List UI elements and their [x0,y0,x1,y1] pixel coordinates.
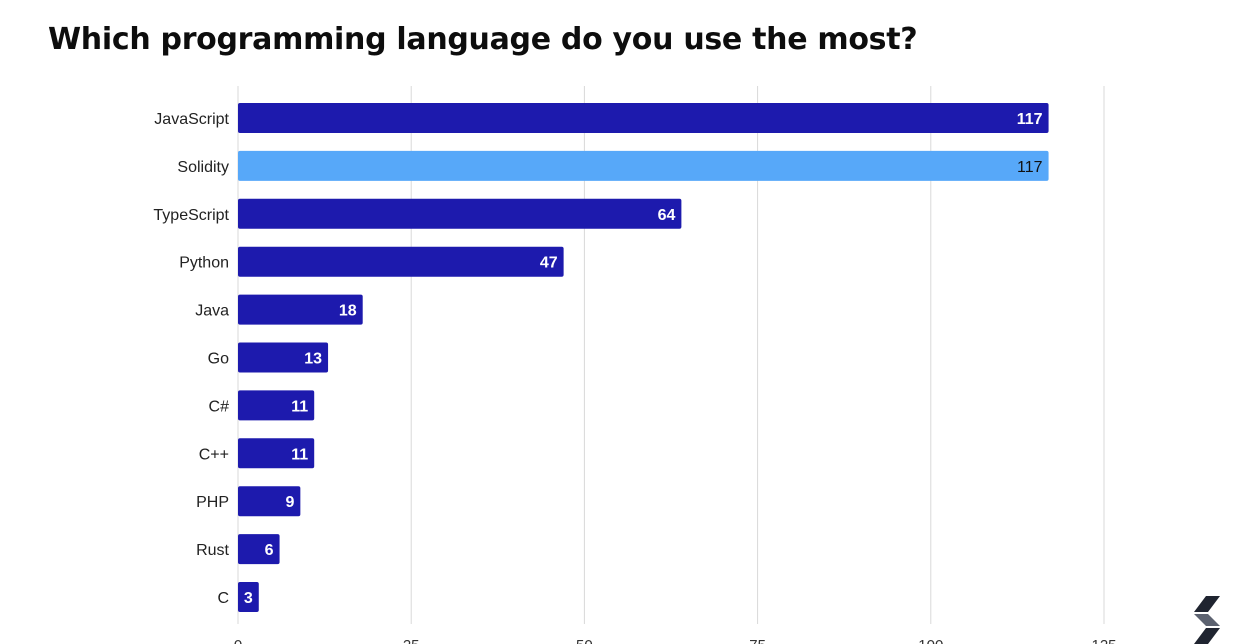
category-label: Rust [196,542,229,559]
bar-solidity [238,150,1049,181]
x-tick-label: 25 [403,637,420,644]
category-label: Solidity [177,159,229,176]
value-label: 11 [291,398,308,415]
value-label: 117 [1017,111,1043,128]
x-tick-label: 0 [234,637,242,644]
brand-s-logo-icon [1194,596,1220,644]
bar-c- [238,390,315,421]
value-label: 18 [339,303,357,320]
value-label: 6 [265,542,274,559]
category-label: Java [195,303,229,320]
x-tick-label: 75 [749,637,766,644]
value-label: 3 [244,590,253,607]
value-label: 47 [540,255,558,272]
category-label: TypeScript [153,207,229,224]
category-label: Python [179,255,229,272]
x-tick-label: 50 [576,637,593,644]
bar-rust [238,534,280,565]
value-label: 9 [285,494,294,511]
category-label: C++ [199,446,229,463]
category-label: JavaScript [154,111,229,128]
category-label: C# [209,398,230,415]
bar-typescript [238,198,682,229]
bar-javascript [238,103,1049,133]
category-label: C [217,590,229,607]
bar-c [238,582,259,612]
category-label: Go [208,351,229,368]
bar-go [238,342,329,373]
chart-title: Which programming language do you use th… [48,22,918,57]
x-tick-label: 100 [918,637,943,644]
bar-java [238,294,363,325]
x-tick-label: 125 [1091,637,1116,644]
value-label: 64 [658,207,676,224]
bar-c- [238,438,315,469]
bar-php [238,486,301,517]
category-label: PHP [196,494,229,511]
bar-python [238,246,564,277]
value-label: 13 [304,351,322,368]
value-label: 117 [1017,159,1043,176]
value-label: 11 [291,446,308,463]
